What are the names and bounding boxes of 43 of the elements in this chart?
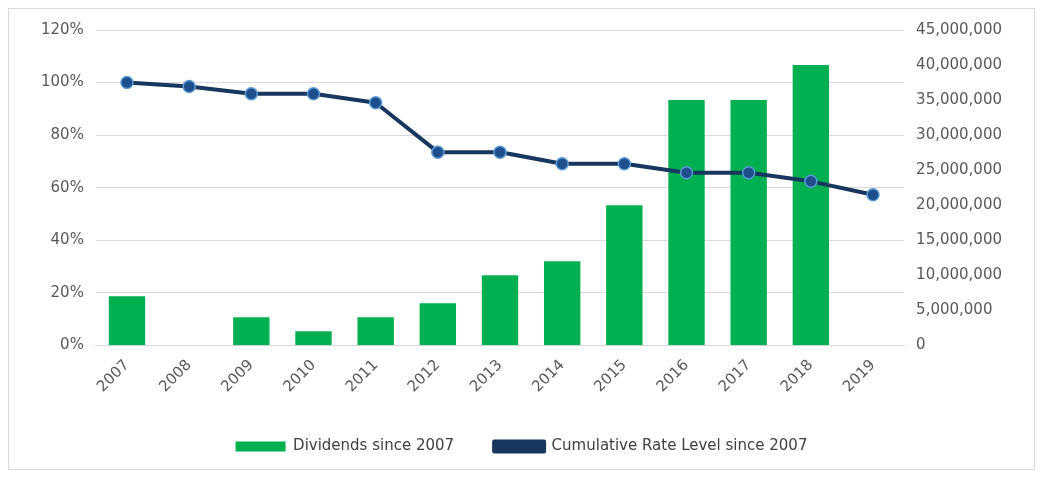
bar <box>357 317 394 346</box>
y2-tick-label: 40,000,000 <box>916 54 1003 73</box>
y-tick-label: 80% <box>50 124 84 143</box>
y2-tick-label: 15,000,000 <box>916 230 1003 249</box>
point <box>741 165 756 180</box>
bar <box>481 275 519 346</box>
point <box>120 75 134 90</box>
y-tick-label: 100% <box>40 72 84 91</box>
point <box>555 156 569 171</box>
point <box>244 87 259 101</box>
bar <box>233 317 270 346</box>
bar <box>606 205 643 346</box>
y-tick-label: 60% <box>50 177 84 196</box>
y2-tick-label: 10,000,000 <box>916 265 1003 284</box>
point <box>368 96 383 110</box>
point <box>306 87 321 101</box>
legend-label: Cumulative Rate Level since 2007 <box>551 436 808 455</box>
point <box>182 79 196 94</box>
y-tick-label: 20% <box>50 282 84 301</box>
y-tick-label: 40% <box>50 230 84 249</box>
point <box>804 174 818 189</box>
bar <box>108 296 146 346</box>
point <box>866 187 880 202</box>
bar <box>668 100 705 346</box>
point <box>431 145 445 159</box>
bar <box>730 100 767 346</box>
y2-tick-label: 20,000,000 <box>916 195 1003 214</box>
bar <box>419 303 457 346</box>
point <box>493 145 507 159</box>
point <box>679 165 694 180</box>
bar <box>295 331 332 346</box>
y-tick-label: 120% <box>40 19 84 38</box>
y2-tick-label: 25,000,000 <box>916 160 1003 179</box>
y2-tick-label: 35,000,000 <box>916 89 1003 108</box>
bar <box>543 261 581 346</box>
y-tick-label: 0% <box>60 335 84 354</box>
legend-label: Dividends since 2007 <box>293 436 455 455</box>
bar <box>792 65 830 346</box>
y2-tick-label: 5,000,000 <box>916 300 993 319</box>
point <box>617 156 632 171</box>
y2-tick-label: 45,000,000 <box>916 19 1003 38</box>
y2-tick-label: 0 <box>916 335 926 354</box>
y2-tick-label: 30,000,000 <box>916 124 1003 143</box>
